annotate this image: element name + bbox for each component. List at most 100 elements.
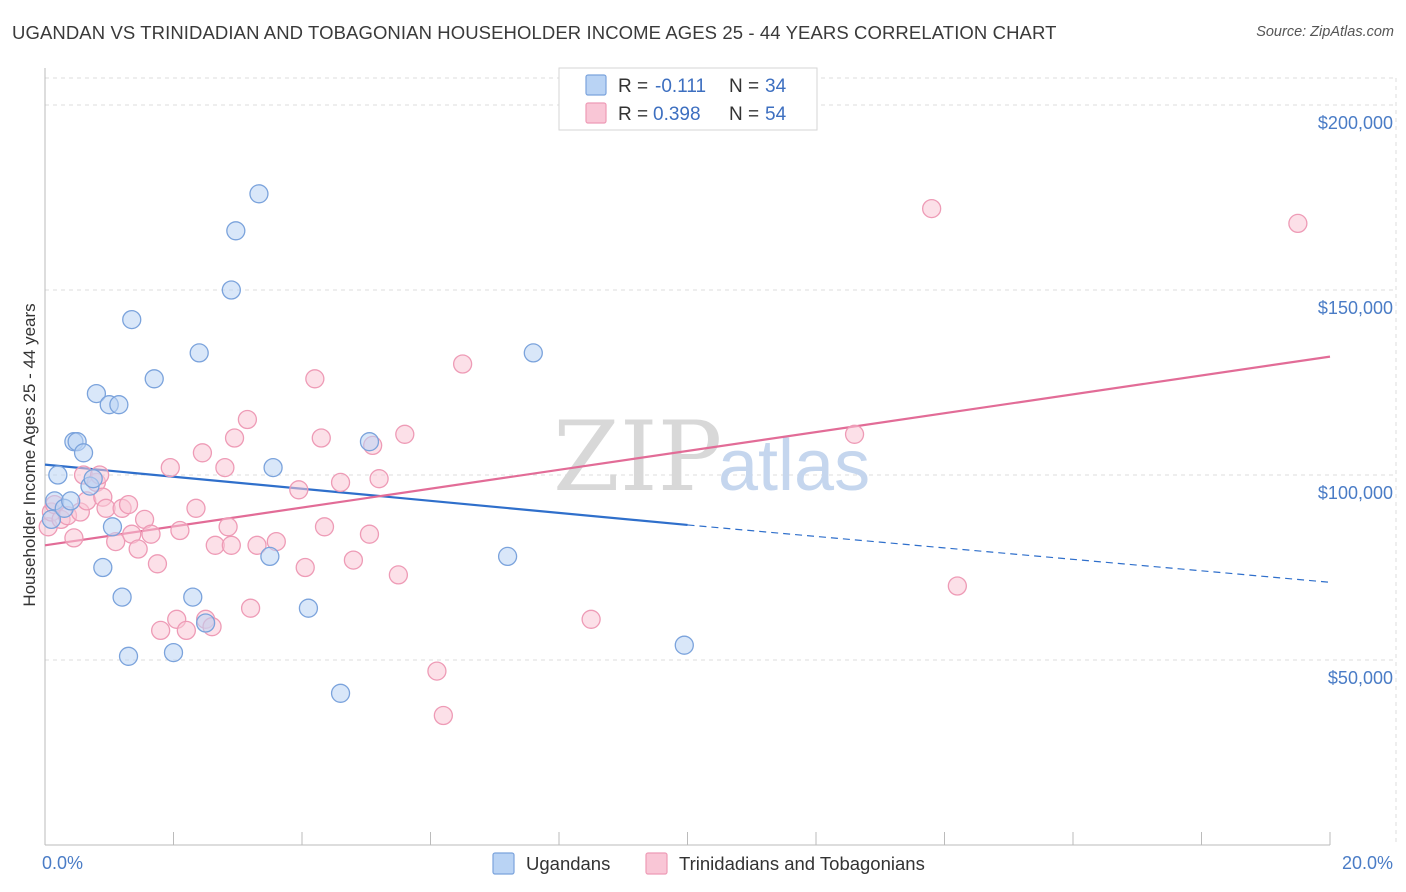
trend-line-ugandans (44, 463, 688, 527)
point-trinidad-27 (192, 443, 213, 463)
point-trinidad-48 (369, 469, 389, 489)
point-trinidad-30 (205, 535, 225, 555)
watermark-zip: ZIP (553, 401, 722, 513)
point-ugandans-10 (86, 383, 107, 404)
point-trinidad-37 (247, 535, 267, 555)
y-tick-labels: $50,000 $100,000 $150,000 $200,000 (1318, 113, 1393, 688)
point-trinidad-53 (452, 354, 473, 374)
point-trinidad-31 (215, 457, 235, 478)
point-trinidad-42 (311, 428, 331, 448)
legend-swatch-trinidad (585, 102, 607, 124)
point-ugandans-32 (523, 343, 543, 363)
point-ugandans-13 (102, 517, 123, 537)
legend-n-value-ugandans: 34 (765, 76, 787, 97)
point-ugandans-24 (226, 221, 246, 241)
point-trinidad-12 (96, 498, 116, 518)
point-trinidad-45 (343, 550, 364, 570)
point-ugandans-0 (41, 509, 62, 530)
watermark: ZIP atlas (553, 401, 870, 513)
legend-r-value-trinidad: 0.398 (653, 104, 701, 125)
legend-r-label-trinidad: R = (618, 104, 648, 125)
point-ugandans-4 (61, 491, 81, 511)
bottom-legend-ugandans: Ugandans (526, 853, 610, 874)
point-ugandans-23 (221, 280, 241, 300)
legend-n-label-trinidad: N = (729, 104, 759, 125)
point-trinidad-20 (147, 554, 168, 574)
series-legend: Ugandans Trinidadians and Tobagonians (492, 852, 925, 875)
point-trinidad-58 (1288, 213, 1308, 234)
y-tick-label-1: $100,000 (1318, 483, 1393, 503)
point-trinidad-32 (218, 517, 238, 537)
point-trinidad-5 (64, 528, 84, 548)
point-ugandans-7 (73, 443, 94, 463)
point-ugandans-14 (109, 395, 129, 415)
point-ugandans-11 (93, 557, 113, 578)
point-trinidad-43 (314, 517, 335, 537)
point-ugandans-31 (497, 546, 518, 567)
point-ugandans-16 (118, 646, 139, 666)
point-trinidad-40 (295, 557, 315, 578)
data-points (38, 184, 1308, 726)
legend-r-label-ugandans: R = (618, 76, 648, 97)
point-trinidad-36 (240, 598, 261, 618)
point-ugandans-17 (122, 309, 142, 330)
trend-line-trinidad (44, 355, 1331, 547)
x-tick-label-1: 20.0% (1342, 853, 1393, 873)
y-tick-label-3: $200,000 (1318, 113, 1393, 133)
legend-n-label-ugandans: N = (729, 76, 759, 97)
point-trinidad-21 (150, 620, 171, 641)
point-trinidad-44 (330, 472, 351, 493)
point-ugandans-21 (189, 343, 209, 363)
trend-line-ugandans-extension (687, 524, 1331, 583)
point-ugandans-19 (163, 642, 184, 663)
y-axis-label: Householder Income Ages 25 - 44 years (20, 303, 39, 606)
point-trinidad-15 (118, 494, 139, 515)
legend-n-value-trinidad: 54 (765, 104, 787, 125)
point-trinidad-50 (395, 424, 415, 444)
correlation-legend: R = -0.111 N = 34 R = 0.398 N = 54 (558, 67, 818, 131)
y-tick-label-2: $150,000 (1318, 298, 1393, 318)
trend-lines (44, 355, 1331, 583)
watermark-atlas: atlas (718, 426, 870, 506)
point-trinidad-35 (237, 409, 258, 430)
point-ugandans-18 (144, 369, 164, 389)
point-ugandans-30 (359, 432, 380, 452)
chart-title: UGANDAN VS TRINIDADIAN AND TOBAGONIAN HO… (12, 22, 1057, 43)
point-trinidad-54 (581, 609, 601, 629)
point-ugandans-27 (263, 457, 283, 478)
point-trinidad-34 (224, 428, 245, 448)
point-trinidad-51 (427, 661, 447, 681)
point-ugandans-26 (260, 546, 280, 567)
point-ugandans-20 (183, 587, 203, 607)
point-ugandans-33 (674, 635, 694, 655)
point-ugandans-2 (48, 465, 68, 485)
point-trinidad-39 (289, 480, 309, 500)
point-ugandans-15 (112, 587, 132, 607)
bottom-legend-trinidad: Trinidadians and Tobagonians (679, 853, 925, 874)
point-trinidad-17 (128, 539, 148, 559)
legend-swatch-ugandans (585, 74, 607, 96)
point-trinidad-49 (388, 565, 409, 585)
bottom-legend-swatch-ugandans (492, 852, 515, 875)
point-trinidad-55 (844, 424, 865, 444)
point-ugandans-9 (83, 469, 103, 489)
point-trinidad-33 (221, 535, 241, 555)
bottom-legend-swatch-trinidad (645, 852, 668, 875)
point-trinidad-19 (141, 524, 161, 544)
point-trinidad-22 (160, 457, 180, 478)
x-tick-label-0: 0.0% (42, 853, 83, 873)
point-trinidad-25 (176, 620, 197, 641)
point-ugandans-22 (195, 613, 216, 633)
legend-r-value-ugandans: -0.111 (655, 76, 706, 97)
point-ugandans-28 (298, 598, 319, 618)
axes (44, 68, 1331, 846)
point-ugandans-29 (330, 683, 351, 703)
point-trinidad-26 (186, 498, 206, 518)
point-trinidad-24 (170, 520, 190, 541)
point-trinidad-41 (305, 369, 325, 389)
point-ugandans-25 (249, 184, 269, 204)
point-trinidad-52 (433, 705, 454, 726)
chart-source: Source: ZipAtlas.com (1256, 24, 1394, 40)
x-tick-labels: 0.0% 20.0% (42, 853, 1393, 873)
